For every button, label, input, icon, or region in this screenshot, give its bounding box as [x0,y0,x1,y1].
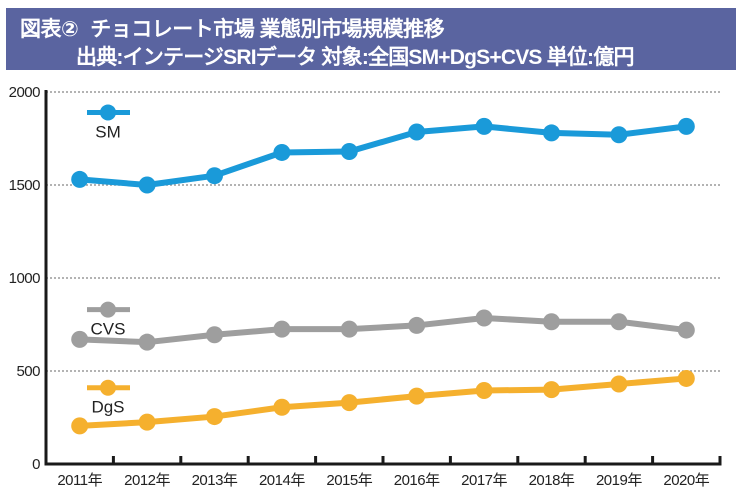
data-point [677,321,695,339]
data-point [408,387,426,405]
data-point [408,123,426,141]
data-point [610,313,628,331]
data-point [543,381,560,399]
y-tick-label: 0 [32,456,40,473]
data-point [340,394,358,412]
legend-label: DgS [91,398,124,417]
data-point [71,170,89,188]
x-tick-label: 2014年 [259,472,305,489]
x-tick-label: 2013年 [192,472,238,489]
chart-title-line: 図表② チョコレート市場 業態別市場規模推移 [20,13,445,43]
x-tick-label: 2019年 [596,472,642,489]
y-axis-ticks: 0 500 1000 1500 2000 [9,84,41,473]
data-point [543,313,560,331]
x-tick-label: 2017年 [461,472,507,489]
data-point [71,417,89,435]
x-tick-label: 2011年 [57,472,102,489]
figure-label: 図表② [20,18,79,41]
data-point [475,382,493,400]
data-point [206,167,223,185]
legend-item-dgs: DgS [87,379,130,417]
series-line [79,123,687,188]
data-point [340,320,358,338]
series-group [71,117,695,435]
data-point [273,143,291,161]
legend-label: SM [95,122,121,141]
legend: SM CVS DgS [87,104,130,417]
data-point [206,408,223,426]
data-point [340,143,358,161]
data-point [206,326,223,344]
chart-title: チョコレート市場 業態別市場規模推移 [90,18,445,41]
series-sm [71,117,695,194]
data-point [138,176,156,194]
data-point [408,316,426,334]
data-point [138,413,156,431]
series-line [79,314,687,346]
x-axis-ticks: 2011年 2012年 2013年 2014年 2015年 2016年 2017年 2018年… [57,456,722,489]
legend-item-cvs: CVS [87,301,130,339]
x-tick-label: 2018年 [529,472,575,489]
series-cvs [71,309,695,351]
data-point [475,117,493,135]
series-dgs [71,369,695,435]
data-point [610,126,628,144]
y-tick-label: 500 [16,363,40,380]
data-point [273,398,291,416]
data-point [273,320,291,338]
chart-header: 図表② チョコレート市場 業態別市場規模推移 出典:インテージSRIデータ 対象:… [6,8,736,70]
legend-label: CVS [91,320,126,339]
data-point [677,117,695,135]
series-line [79,375,687,429]
legend-swatch-marker [100,104,116,121]
legend-swatch-marker [100,379,116,396]
x-tick-label: 2016年 [394,472,440,489]
y-tick-label: 1500 [9,177,41,194]
chart-source: 出典:インテージSRIデータ 対象:全国SM+DgS+CVS 単位:億円 [76,46,634,69]
data-point [138,333,156,351]
data-point [475,309,493,327]
x-tick-label: 2020年 [663,472,709,489]
data-point [71,330,89,348]
data-point [610,375,628,393]
legend-swatch-marker [100,301,116,318]
y-tick-label: 2000 [9,84,41,101]
x-tick-label: 2015年 [326,472,372,489]
data-point [543,124,560,142]
legend-item-sm: SM [87,104,130,141]
data-point [677,369,695,387]
x-tick-label: 2012年 [124,472,170,489]
y-tick-label: 1000 [9,270,41,287]
